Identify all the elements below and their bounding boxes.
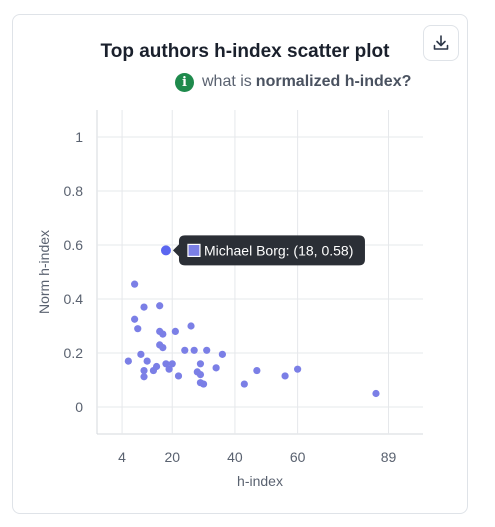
download-icon xyxy=(433,35,449,50)
help-prefix: what is xyxy=(202,73,252,90)
help-link[interactable]: normalized h-index? xyxy=(255,73,412,90)
chart-card: Top authors h-index scatter plot i what … xyxy=(12,14,468,514)
normalized-hindex-help[interactable]: i what is normalized h-index? xyxy=(175,71,411,93)
chart-title: Top authors h-index scatter plot xyxy=(100,41,390,62)
info-icon: i xyxy=(175,72,194,92)
download-button[interactable] xyxy=(423,25,459,61)
